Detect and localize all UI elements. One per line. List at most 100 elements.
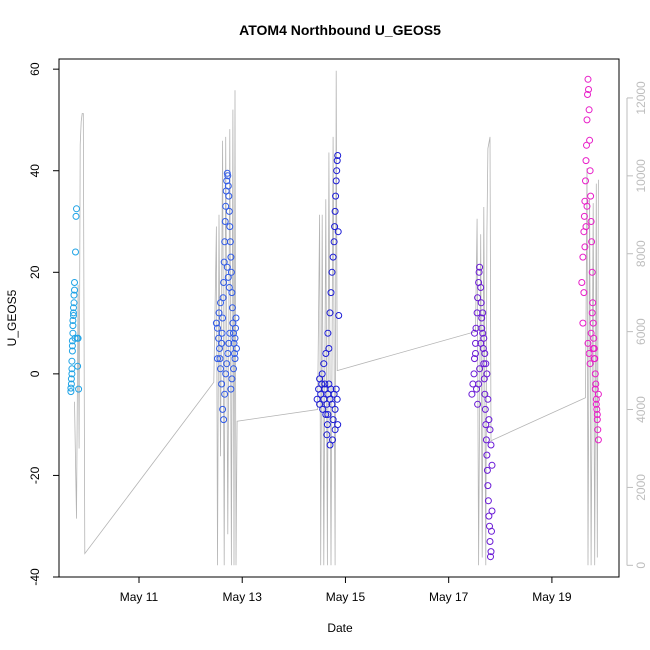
data-point xyxy=(590,355,598,363)
data-point xyxy=(477,299,485,307)
data-point xyxy=(593,416,601,424)
data-point xyxy=(333,157,341,165)
data-point xyxy=(483,451,491,459)
data-point xyxy=(68,357,76,365)
data-point xyxy=(227,268,235,276)
data-point xyxy=(588,238,596,246)
data-point xyxy=(71,334,79,342)
data-point xyxy=(582,157,590,165)
data-point xyxy=(317,390,325,398)
data-point xyxy=(592,400,600,408)
data-point xyxy=(72,212,80,220)
data-point xyxy=(475,268,483,276)
data-point xyxy=(323,400,331,408)
y-tick-label: 20 xyxy=(28,265,42,279)
data-point xyxy=(485,512,493,520)
data-point xyxy=(582,223,590,231)
data-point xyxy=(584,75,592,83)
data-point xyxy=(579,319,587,327)
data-point xyxy=(594,426,602,434)
data-point xyxy=(580,289,588,297)
data-point xyxy=(70,304,77,312)
data-point xyxy=(329,416,337,424)
data-point xyxy=(319,405,327,413)
data-point xyxy=(225,284,233,291)
data-point xyxy=(324,411,332,418)
data-point xyxy=(71,286,78,294)
altitude-line xyxy=(74,70,599,566)
data-point xyxy=(68,365,76,373)
data-point xyxy=(486,538,494,545)
data-point xyxy=(483,370,491,378)
data-point xyxy=(225,192,233,200)
data-point xyxy=(72,248,79,256)
plot-frame xyxy=(58,58,620,578)
data-point xyxy=(481,405,489,413)
data-point xyxy=(580,212,588,220)
data-point xyxy=(588,268,596,276)
data-point xyxy=(589,299,597,307)
data-point xyxy=(477,284,485,291)
data-point xyxy=(232,324,239,332)
data-point xyxy=(587,192,595,200)
data-point xyxy=(212,319,220,327)
data-point xyxy=(67,388,75,396)
data-point xyxy=(484,395,492,403)
data-point xyxy=(332,385,340,393)
data-point xyxy=(216,355,224,363)
data-point xyxy=(328,268,336,276)
data-point xyxy=(479,329,487,337)
data-point xyxy=(484,497,492,505)
y-axis-label: U_GEOS5 xyxy=(5,289,19,346)
data-point xyxy=(585,350,593,357)
data-point xyxy=(334,228,342,236)
data-point xyxy=(585,106,593,114)
data-point xyxy=(223,169,231,177)
data-point xyxy=(331,405,339,413)
data-point xyxy=(332,192,340,200)
data-point xyxy=(74,362,82,370)
points-layer xyxy=(67,75,602,561)
data-point xyxy=(333,167,341,175)
data-point xyxy=(477,339,485,347)
data-point xyxy=(331,207,339,215)
data-point xyxy=(482,421,490,429)
altitude-layer xyxy=(74,70,599,566)
secondary-y-tick-label: 6000 xyxy=(634,318,648,345)
data-point xyxy=(329,436,336,444)
data-point xyxy=(487,441,495,449)
data-point xyxy=(214,355,221,363)
data-point xyxy=(472,339,479,347)
data-point xyxy=(487,548,495,556)
data-point xyxy=(221,218,229,225)
secondary-y-tick-label: 4000 xyxy=(634,396,648,423)
data-point xyxy=(588,309,596,317)
data-point xyxy=(488,527,495,535)
data-point xyxy=(67,384,75,392)
y-tick-label: 40 xyxy=(28,164,42,178)
series-may-14-15-flight xyxy=(313,152,343,449)
data-point xyxy=(67,375,75,383)
data-point xyxy=(471,355,478,363)
data-point xyxy=(225,339,233,347)
data-point xyxy=(487,553,494,561)
data-point xyxy=(592,380,600,388)
series-may-9-10-flight xyxy=(67,205,83,396)
data-point xyxy=(472,350,479,357)
data-point xyxy=(228,375,236,383)
data-point xyxy=(223,360,231,368)
data-point xyxy=(474,400,482,408)
data-point xyxy=(579,253,587,261)
data-point xyxy=(322,411,330,418)
data-point xyxy=(488,461,496,469)
data-point xyxy=(220,416,228,424)
data-point xyxy=(334,152,342,159)
data-point xyxy=(218,339,226,347)
chart-title: ATOM4 Northbound U_GEOS5 xyxy=(239,22,441,38)
data-point xyxy=(70,309,77,317)
data-point xyxy=(483,466,491,474)
data-point xyxy=(470,370,478,378)
data-point xyxy=(478,324,486,332)
data-point xyxy=(230,365,237,373)
